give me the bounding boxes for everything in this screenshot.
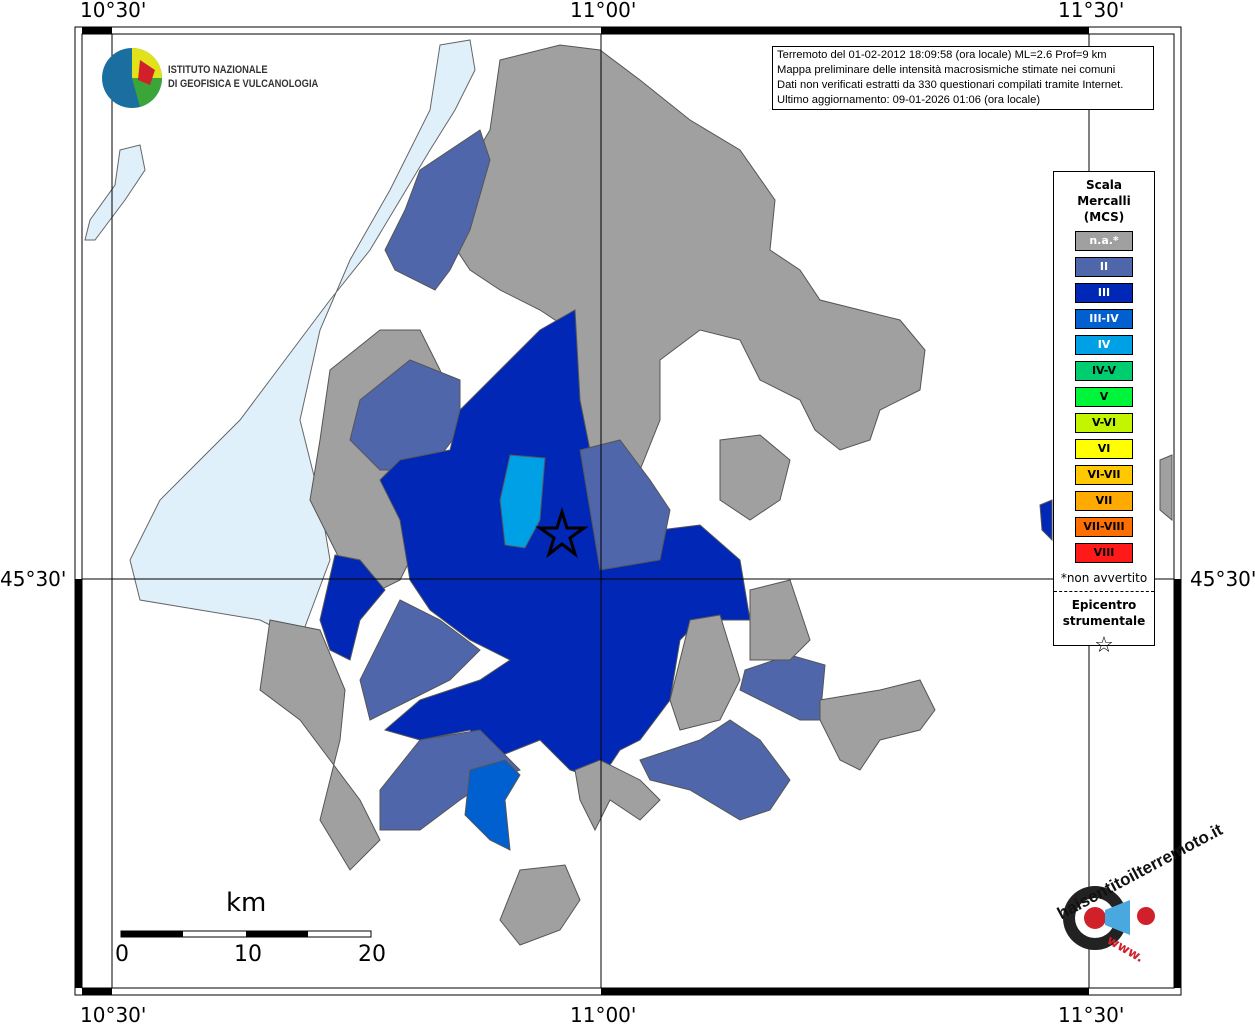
info-line: Terremoto del 01-02-2012 18:09:58 (ora l… (777, 49, 1107, 61)
legend-swatch-iv-v: IV-V (1075, 361, 1133, 381)
legend-note: *non avvertito (1060, 571, 1148, 585)
legend-swatch-iv: IV (1075, 335, 1133, 355)
legend-swatch-vi-vii: VI-VII (1075, 465, 1133, 485)
legend-swatch-vi: VI (1075, 439, 1133, 459)
legend-title: Scala Mercalli (MCS) (1077, 178, 1131, 224)
institute-name: ISTITUTO NAZIONALE DI GEOFISICA E VULCAN… (168, 63, 318, 91)
legend-swatch-v-vi: V-VI (1075, 413, 1133, 433)
legend-epicenter-label: Epicentro strumentale (1062, 598, 1146, 628)
legend-swatch-n-a-: n.a.* (1075, 231, 1133, 251)
info-line: Dati non verificati estratti da 330 ques… (777, 79, 1124, 91)
institute-line1: ISTITUTO NAZIONALE (168, 64, 268, 76)
scale-tick-0: 0 (115, 942, 129, 967)
mcs-legend: Scala Mercalli (MCS) n.a.* II III III-IV IV I… (1053, 171, 1155, 658)
lon-label-top-1030: 10°30' (80, 0, 147, 22)
legend-swatch-ii: II (1075, 257, 1133, 277)
lon-label-top-1130: 11°30' (1058, 0, 1125, 22)
legend-star-icon: ☆ (1094, 633, 1114, 658)
epicenter-star-icon (535, 506, 589, 559)
legend-divider (1054, 591, 1154, 592)
lon-label-bottom-1030: 10°30' (80, 1003, 147, 1024)
legend-swatch-vii: VII (1075, 491, 1133, 511)
frame-bars (75, 27, 1181, 995)
lake-garda (84, 39, 476, 641)
info-line: Mappa preliminare delle intensità macros… (777, 64, 1116, 76)
scale-bar (120, 930, 372, 938)
haisentito-logo-icon (1063, 886, 1155, 950)
lon-label-top-1100: 11°00' (570, 0, 637, 22)
institute-line2: DI GEOFISICA E VULCANOLOGIA (168, 78, 319, 90)
lat-label-right: 45°30' (1190, 567, 1255, 591)
ingv-logo-icon (102, 48, 163, 108)
info-line: Ultimo aggiornamento: 09-01-2026 01:06 (… (777, 94, 1041, 106)
scale-unit: km (226, 888, 267, 918)
legend-swatch-viii: VIII (1075, 543, 1133, 563)
legend-swatch-vii-viii: VII-VIII (1075, 517, 1133, 537)
event-info-box: Terremoto del 01-02-2012 18:09:58 (ora l… (772, 46, 1154, 110)
legend-swatch-iii-iv: III-IV (1075, 309, 1133, 329)
lon-label-bottom-1130: 11°30' (1058, 1003, 1125, 1024)
lat-label-left: 45°30' (0, 567, 67, 591)
scale-tick-20: 20 (358, 942, 386, 967)
lon-label-bottom-1100: 11°00' (570, 1003, 637, 1024)
legend-swatch-iii: III (1075, 283, 1133, 303)
scale-tick-10: 10 (234, 942, 262, 967)
legend-swatch-v: V (1075, 387, 1133, 407)
